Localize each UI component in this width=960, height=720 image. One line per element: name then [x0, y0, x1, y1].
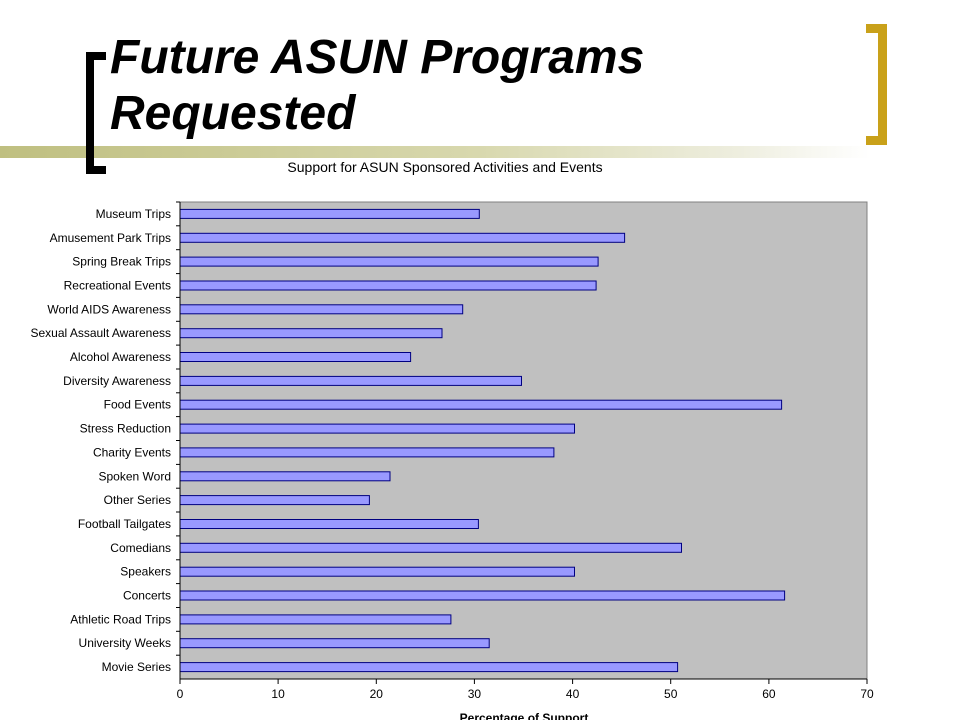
bar: [179, 566, 575, 577]
category-label: Spring Break Trips: [72, 255, 171, 269]
x-tick-label: 10: [271, 687, 285, 701]
category-label: Movie Series: [102, 660, 171, 674]
bar: [179, 208, 480, 219]
bar: [179, 447, 555, 458]
right-bracket-top-serif: [866, 24, 887, 33]
bars-group: [179, 208, 786, 673]
bar: [179, 638, 490, 649]
slide-title: Future ASUN Programs Requested: [110, 31, 645, 140]
bar: [179, 304, 464, 315]
x-tick-label: 40: [566, 687, 580, 701]
bar: [179, 328, 443, 339]
x-tick-label: 50: [664, 687, 678, 701]
left-bracket-bottom-serif: [86, 166, 106, 174]
bar: [179, 280, 597, 291]
category-label: Sexual Assault Awareness: [30, 326, 171, 340]
x-tick-label: 70: [860, 687, 874, 701]
category-label: Comedians: [110, 541, 171, 555]
category-label: Stress Reduction: [80, 422, 171, 436]
bar: [179, 256, 599, 267]
bar: [179, 662, 679, 673]
bar: [179, 542, 682, 553]
bar: [179, 590, 786, 601]
category-label: Concerts: [123, 589, 171, 603]
category-label: Diversity Awareness: [63, 374, 171, 388]
chart-title: Support for ASUN Sponsored Activities an…: [287, 159, 602, 175]
x-tick-label: 30: [468, 687, 482, 701]
x-ticks-group: 0 10 20 30 40 50 60 70: [177, 679, 874, 701]
category-label: Alcohol Awareness: [70, 350, 171, 364]
category-label: Athletic Road Trips: [70, 612, 171, 626]
category-label: Speakers: [120, 565, 171, 579]
category-label: Charity Events: [93, 445, 171, 459]
right-bracket-decoration: [878, 24, 887, 145]
category-label: Museum Trips: [96, 207, 171, 221]
bar: [179, 495, 370, 506]
x-axis-label: Percentage of Support: [460, 711, 589, 720]
right-bracket-bottom-serif: [866, 136, 887, 145]
x-tick-label: 60: [762, 687, 776, 701]
bar: [179, 399, 783, 410]
plot-area: [179, 201, 868, 680]
category-label: Amusement Park Trips: [50, 231, 171, 245]
category-label: World AIDS Awareness: [47, 302, 171, 316]
category-label: Other Series: [104, 493, 171, 507]
x-tick-label: 20: [370, 687, 384, 701]
category-labels-group: Museum Trips Amusement Park Trips Spring B…: [30, 201, 180, 674]
bar: [179, 614, 452, 625]
x-tick-label: 0: [177, 687, 184, 701]
left-bracket-top-serif: [86, 52, 106, 60]
category-label: Spoken Word: [99, 469, 172, 483]
category-label: University Weeks: [79, 636, 171, 650]
left-bracket-decoration: [86, 52, 94, 174]
title-underline-band: [0, 146, 870, 158]
category-label: Football Tailgates: [78, 517, 171, 531]
bar: [179, 232, 626, 243]
bar: [179, 471, 391, 482]
bar: [179, 375, 522, 386]
bar: [179, 519, 479, 529]
bar: [179, 352, 412, 362]
bar: [179, 423, 575, 434]
category-label: Recreational Events: [64, 279, 171, 293]
category-label: Food Events: [104, 398, 171, 412]
